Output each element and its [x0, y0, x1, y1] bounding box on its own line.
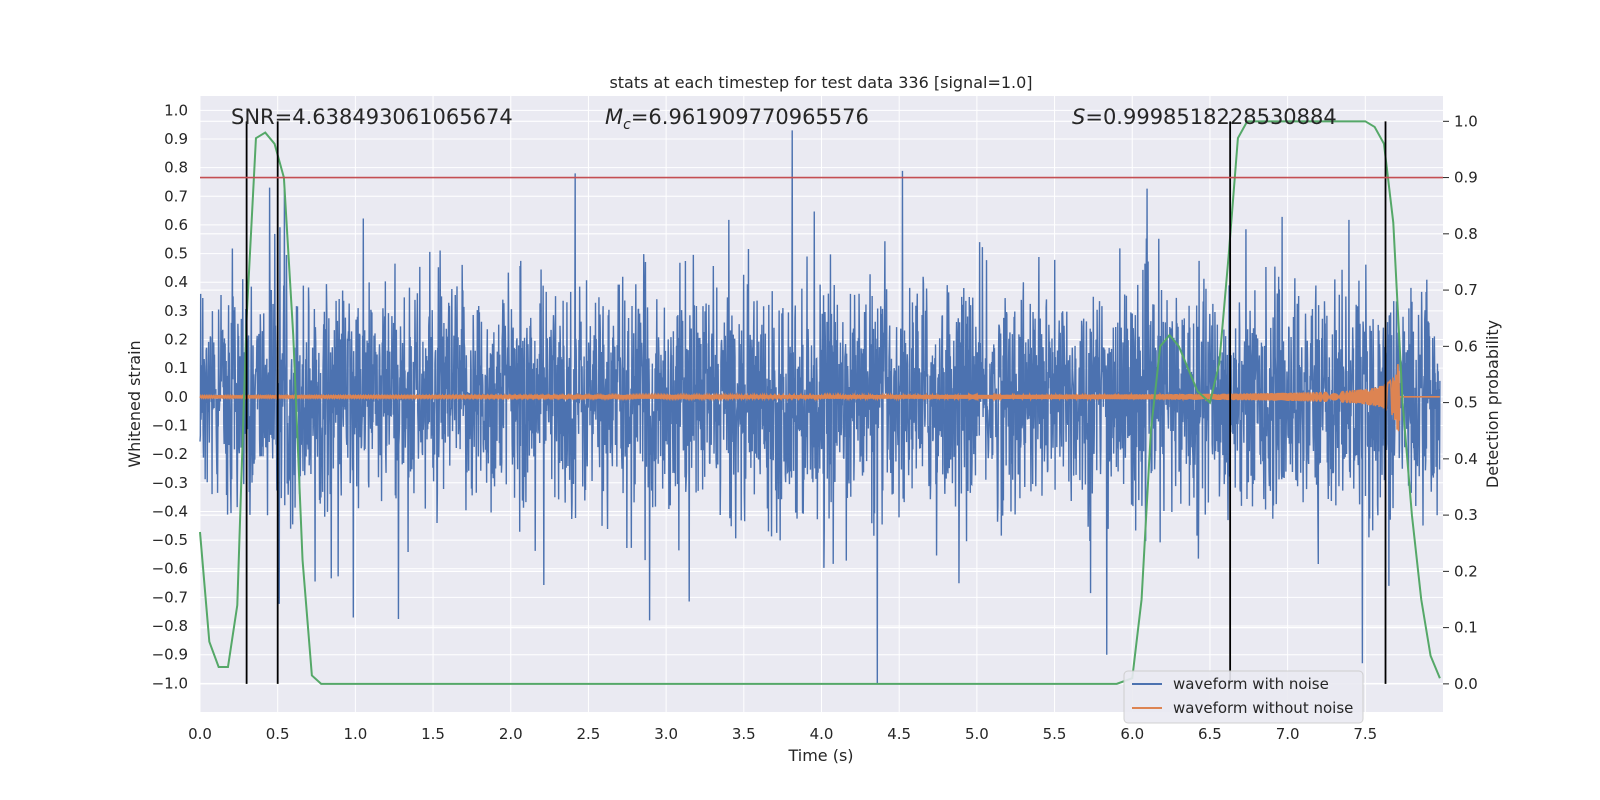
y-tick-label: 0.5	[164, 245, 188, 263]
x-tick-label: 4.5	[887, 725, 911, 743]
snr-annotation: SNR=4.638493061065674	[231, 105, 513, 129]
series-detection-probability	[199, 120, 1441, 685]
y-tick-label: −0.9	[152, 646, 188, 664]
y-tick-label: −0.5	[152, 531, 188, 549]
x-tick-label: 3.5	[732, 725, 756, 743]
y-tick-label: −0.1	[152, 416, 188, 434]
x-tick-label: 5.5	[1043, 725, 1067, 743]
y-tick-label: −0.3	[152, 474, 188, 492]
y2-axis-ticks: 1.0 0.9 0.8 0.7 0.6 0.5 0.4 0.3 0.2 0.1 0.0	[1443, 112, 1478, 693]
mc-annotation: Mc=6.961909770965576	[605, 105, 869, 133]
y2-tick-label: 0.7	[1454, 281, 1478, 299]
probability-line	[199, 120, 1441, 685]
y2-tick-label: 0.5	[1454, 394, 1478, 412]
y-tick-label: −0.4	[152, 502, 188, 520]
y2-tick-label: 0.0	[1454, 675, 1478, 693]
y-tick-label: 0.6	[164, 216, 188, 234]
legend-label-clean: waveform without noise	[1173, 699, 1353, 717]
x-tick-label: 7.0	[1276, 725, 1300, 743]
x-tick-label: 6.0	[1120, 725, 1144, 743]
y2-tick-label: 1.0	[1454, 112, 1478, 130]
vertical-markers	[245, 121, 1387, 684]
y2-tick-label: 0.3	[1454, 506, 1478, 524]
x-tick-label: 1.5	[421, 725, 445, 743]
series-waveform-without-noise	[199, 364, 1440, 432]
y-tick-label: 0.8	[164, 159, 188, 177]
y-tick-label: 0.2	[164, 331, 188, 349]
y-tick-label: −0.8	[152, 617, 188, 635]
y2-tick-label: 0.9	[1454, 169, 1478, 187]
y-tick-label: 0.4	[164, 273, 188, 291]
noise-line	[199, 130, 1441, 684]
y-tick-label: −0.7	[152, 588, 188, 606]
series-waveform-with-noise	[199, 130, 1441, 684]
y-tick-label: 0.9	[164, 130, 188, 148]
y2-tick-label: 0.2	[1454, 562, 1478, 580]
x-tick-label: 3.0	[654, 725, 678, 743]
y2-tick-label: 0.1	[1454, 619, 1478, 637]
y2-tick-label: 0.8	[1454, 225, 1478, 243]
y-tick-label: 0.1	[164, 359, 188, 377]
y2-axis-label: Detection probability	[1483, 320, 1502, 488]
y-axis-ticks: 1.0 0.9 0.8 0.7 0.6 0.5 0.4 0.3 0.2 0.1 0.0 −0.1 −0.…	[152, 101, 188, 692]
y-tick-label: −0.2	[152, 445, 188, 463]
legend: waveform with noise waveform without noi…	[1123, 670, 1364, 724]
y-tick-label: 1.0	[164, 101, 188, 119]
x-tick-label: 0.0	[188, 725, 212, 743]
s-annotation: S=0.9998518228530884	[1072, 105, 1337, 129]
x-tick-label: 2.0	[499, 725, 523, 743]
x-tick-label: 2.5	[577, 725, 601, 743]
x-tick-label: 7.5	[1353, 725, 1377, 743]
clean-line	[199, 364, 1440, 432]
x-axis-label: Time (s)	[787, 746, 853, 765]
y-tick-label: −0.6	[152, 560, 188, 578]
x-tick-label: 5.0	[965, 725, 989, 743]
x-axis-ticks: 0.0 0.5 1.0 1.5 2.0 2.5 3.0 3.5 4.0 4.5 5.0 5.5 6.0 6…	[188, 725, 1377, 743]
x-tick-label: 0.5	[266, 725, 290, 743]
x-tick-label: 4.0	[810, 725, 834, 743]
y-tick-label: 0.0	[164, 388, 188, 406]
x-tick-label: 6.5	[1198, 725, 1222, 743]
legend-box	[1123, 670, 1364, 724]
y-tick-label: 0.7	[164, 187, 188, 205]
y-tick-label: 0.3	[164, 302, 188, 320]
y2-tick-label: 0.4	[1454, 450, 1478, 468]
x-tick-label: 1.0	[343, 725, 367, 743]
legend-label-noise: waveform with noise	[1173, 675, 1329, 693]
chart-title: stats at each timestep for test data 336…	[609, 73, 1032, 92]
y-tick-label: −1.0	[152, 674, 188, 692]
y2-tick-label: 0.6	[1454, 337, 1478, 355]
y-axis-label: Whitened strain	[125, 340, 144, 467]
